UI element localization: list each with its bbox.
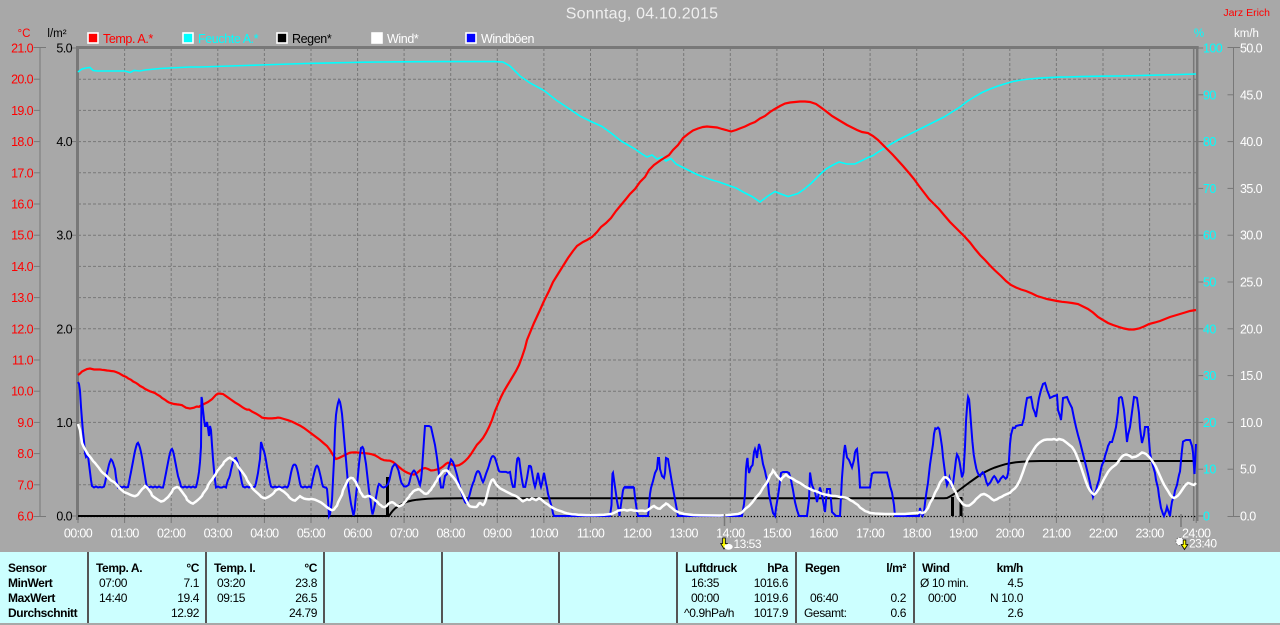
svg-text:14.0: 14.0 bbox=[11, 260, 34, 274]
svg-text:45.0: 45.0 bbox=[1240, 88, 1263, 102]
svg-text:100: 100 bbox=[1203, 42, 1223, 56]
svg-text:30: 30 bbox=[1203, 369, 1216, 383]
svg-text:15:00: 15:00 bbox=[763, 527, 792, 541]
svg-text:21.0: 21.0 bbox=[11, 42, 34, 56]
svg-text:10:00: 10:00 bbox=[530, 527, 559, 541]
svg-text:17.0: 17.0 bbox=[11, 166, 34, 180]
svg-text:5.0: 5.0 bbox=[56, 42, 72, 56]
svg-text:08:00: 08:00 bbox=[437, 527, 466, 541]
svg-text:14:00: 14:00 bbox=[716, 527, 745, 541]
svg-text:30.0: 30.0 bbox=[1240, 229, 1263, 243]
svg-text:3.0: 3.0 bbox=[56, 229, 72, 243]
svg-text:03:00: 03:00 bbox=[204, 527, 233, 541]
svg-text:6.0: 6.0 bbox=[17, 510, 33, 524]
svg-text:Feuchte A.*: Feuchte A.* bbox=[198, 32, 259, 46]
svg-text:13:00: 13:00 bbox=[670, 527, 699, 541]
svg-text:01:00: 01:00 bbox=[110, 527, 139, 541]
svg-text:40.0: 40.0 bbox=[1240, 135, 1263, 149]
svg-text:22:00: 22:00 bbox=[1089, 527, 1118, 541]
svg-text:%: % bbox=[1194, 28, 1204, 40]
svg-text:5.0: 5.0 bbox=[1240, 463, 1256, 477]
svg-text:11:00: 11:00 bbox=[577, 527, 605, 541]
svg-text:09:00: 09:00 bbox=[483, 527, 512, 541]
svg-text:20.0: 20.0 bbox=[11, 73, 34, 87]
svg-text:20: 20 bbox=[1203, 416, 1216, 430]
svg-text:Sonntag, 04.10.2015: Sonntag, 04.10.2015 bbox=[566, 6, 718, 23]
svg-text:24:00: 24:00 bbox=[1182, 527, 1211, 541]
svg-text:80: 80 bbox=[1203, 135, 1216, 149]
svg-text:50: 50 bbox=[1203, 276, 1216, 290]
svg-text:07:00: 07:00 bbox=[390, 527, 419, 541]
svg-text:15.0: 15.0 bbox=[1240, 369, 1263, 383]
svg-text:8.0: 8.0 bbox=[17, 447, 33, 461]
svg-text:0.0: 0.0 bbox=[1240, 510, 1256, 524]
svg-text:00:00: 00:00 bbox=[64, 527, 93, 541]
svg-text:40: 40 bbox=[1203, 322, 1216, 336]
svg-text:Regen*: Regen* bbox=[292, 32, 332, 46]
svg-text:km/h: km/h bbox=[1234, 28, 1259, 40]
svg-text:35.0: 35.0 bbox=[1240, 182, 1263, 196]
svg-text:25.0: 25.0 bbox=[1240, 276, 1263, 290]
svg-text:Temp. A.*: Temp. A.* bbox=[103, 32, 153, 46]
svg-text:19:00: 19:00 bbox=[949, 527, 978, 541]
svg-text:20.0: 20.0 bbox=[1240, 322, 1263, 336]
svg-text:60: 60 bbox=[1203, 229, 1216, 243]
svg-text:18:00: 18:00 bbox=[903, 527, 932, 541]
svg-text:19.0: 19.0 bbox=[11, 104, 34, 118]
svg-text:10: 10 bbox=[1203, 463, 1216, 477]
svg-text:18.0: 18.0 bbox=[11, 135, 34, 149]
svg-text:20:00: 20:00 bbox=[996, 527, 1025, 541]
svg-text:23:00: 23:00 bbox=[1135, 527, 1164, 541]
svg-text:17:00: 17:00 bbox=[856, 527, 885, 541]
svg-text:Wind*: Wind* bbox=[387, 32, 419, 46]
svg-text:Jarz Erich: Jarz Erich bbox=[1223, 7, 1270, 19]
svg-text:7.0: 7.0 bbox=[17, 478, 33, 492]
svg-text:10.0: 10.0 bbox=[1240, 416, 1263, 430]
svg-text:9.0: 9.0 bbox=[17, 416, 33, 430]
svg-text:21:00: 21:00 bbox=[1042, 527, 1071, 541]
svg-text:°C: °C bbox=[18, 28, 31, 40]
svg-text:2.0: 2.0 bbox=[56, 322, 72, 336]
svg-text:0.0: 0.0 bbox=[56, 510, 72, 524]
svg-text:10.0: 10.0 bbox=[11, 385, 34, 399]
svg-text:70: 70 bbox=[1203, 182, 1216, 196]
svg-text:0: 0 bbox=[1203, 510, 1210, 524]
svg-text:02:00: 02:00 bbox=[157, 527, 186, 541]
svg-text:23:40: 23:40 bbox=[1189, 537, 1217, 551]
svg-text:04:00: 04:00 bbox=[250, 527, 279, 541]
svg-text:4.0: 4.0 bbox=[56, 135, 72, 149]
svg-text:16.0: 16.0 bbox=[11, 198, 34, 212]
svg-text:l/m²: l/m² bbox=[47, 28, 66, 40]
svg-text:90: 90 bbox=[1203, 88, 1216, 102]
svg-text:13:53: 13:53 bbox=[734, 537, 762, 551]
svg-text:11.0: 11.0 bbox=[12, 354, 34, 368]
svg-text:13.0: 13.0 bbox=[11, 291, 34, 305]
svg-text:15.0: 15.0 bbox=[11, 229, 34, 243]
svg-text:1.0: 1.0 bbox=[56, 416, 72, 430]
svg-text:05:00: 05:00 bbox=[297, 527, 326, 541]
svg-text:16:00: 16:00 bbox=[809, 527, 838, 541]
svg-text:50.0: 50.0 bbox=[1240, 42, 1263, 56]
svg-text:Windböen: Windböen bbox=[481, 32, 535, 46]
svg-text:12:00: 12:00 bbox=[623, 527, 652, 541]
svg-text:12.0: 12.0 bbox=[11, 322, 34, 336]
svg-text:06:00: 06:00 bbox=[343, 527, 372, 541]
